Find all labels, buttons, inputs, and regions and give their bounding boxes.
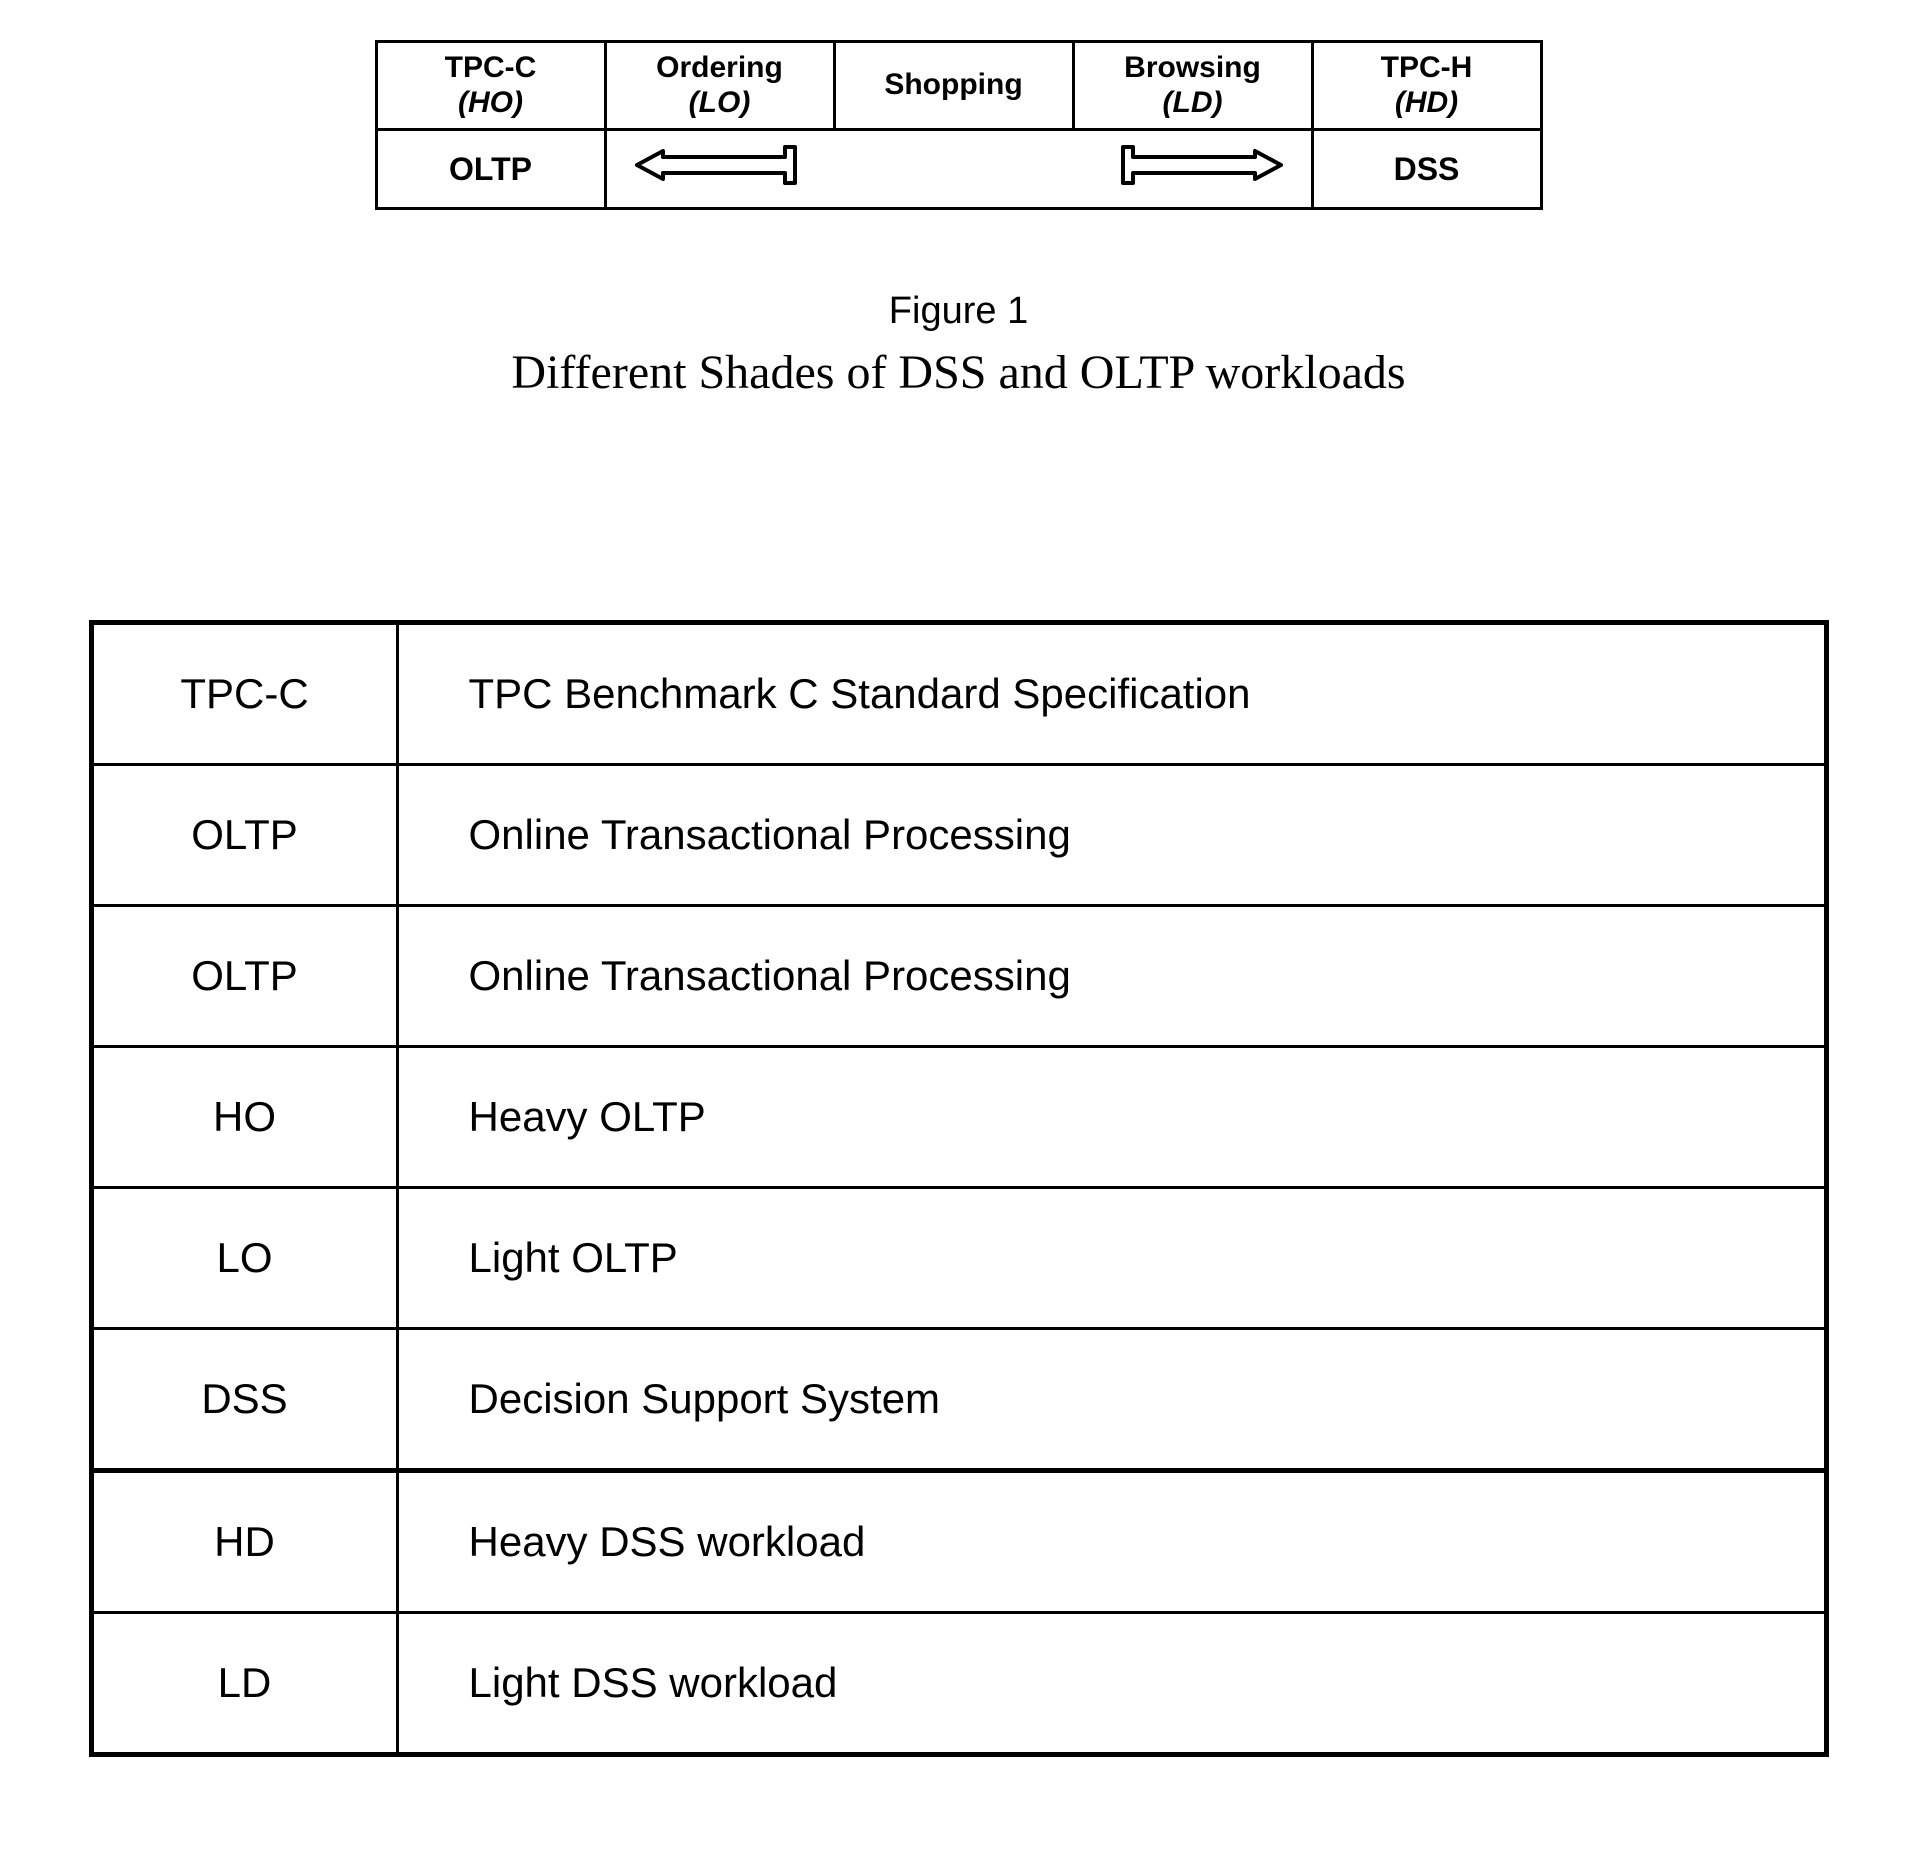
spectrum-cell-title: TPC-H [1381, 51, 1473, 84]
glossary-row: TPC-C TPC Benchmark C Standard Specifica… [91, 623, 1826, 765]
spectrum-cell-browsing: Browsing (LD) [1073, 42, 1312, 130]
glossary-def: Light OLTP [397, 1188, 1826, 1329]
glossary-def: TPC Benchmark C Standard Specification [397, 623, 1826, 765]
spectrum-cell-title: Shopping [884, 68, 1022, 101]
axis-arrows-cell [605, 130, 1312, 209]
spectrum-cell-sub: (HO) [396, 86, 586, 121]
glossary-row: HO Heavy OLTP [91, 1047, 1826, 1188]
glossary-row: LO Light OLTP [91, 1188, 1826, 1329]
glossary-term: OLTP [91, 765, 397, 906]
glossary-term: LO [91, 1188, 397, 1329]
arrow-right-icon [1113, 145, 1283, 193]
glossary-term: DSS [91, 1329, 397, 1471]
caption-line-1: Figure 1 [0, 290, 1917, 333]
spectrum-cell-sub: (LO) [625, 86, 815, 121]
glossary-def: Online Transactional Processing [397, 906, 1826, 1047]
glossary-def: Online Transactional Processing [397, 765, 1826, 906]
glossary-def: Heavy DSS workload [397, 1471, 1826, 1613]
spectrum-cell-ordering: Ordering (LO) [605, 42, 834, 130]
spectrum-cell-tpch: TPC-H (HD) [1312, 42, 1541, 130]
glossary-term: HD [91, 1471, 397, 1613]
glossary-def: Light DSS workload [397, 1613, 1826, 1755]
glossary-row: DSS Decision Support System [91, 1329, 1826, 1471]
spectrum-axis-row: OLTP DSS [376, 130, 1541, 209]
spectrum-cell-sub: (LD) [1093, 86, 1293, 121]
glossary-row: HD Heavy DSS workload [91, 1471, 1826, 1613]
spectrum-cell-sub: (HD) [1332, 86, 1522, 121]
glossary-row: OLTP Online Transactional Processing [91, 906, 1826, 1047]
arrow-left-icon [635, 145, 805, 193]
glossary-def: Decision Support System [397, 1329, 1826, 1471]
spectrum-cell-title: Browsing [1124, 51, 1261, 84]
workload-spectrum-table: TPC-C (HO) Ordering (LO) Shopping Browsi… [375, 40, 1543, 210]
glossary-wrap: TPC-C TPC Benchmark C Standard Specifica… [89, 620, 1829, 1757]
glossary-def: Heavy OLTP [397, 1047, 1826, 1188]
glossary-term: OLTP [91, 906, 397, 1047]
spectrum-cell-title: TPC-C [445, 51, 537, 84]
glossary-row: LD Light DSS workload [91, 1613, 1826, 1755]
spectrum-cell-title: Ordering [656, 51, 783, 84]
glossary-table: TPC-C TPC Benchmark C Standard Specifica… [89, 620, 1829, 1757]
glossary-term: HO [91, 1047, 397, 1188]
glossary-row: OLTP Online Transactional Processing [91, 765, 1826, 906]
axis-right-label: DSS [1312, 130, 1541, 209]
glossary-term: TPC-C [91, 623, 397, 765]
caption-line-2: Different Shades of DSS and OLTP workloa… [0, 345, 1917, 400]
spectrum-header-row: TPC-C (HO) Ordering (LO) Shopping Browsi… [376, 42, 1541, 130]
glossary-term: LD [91, 1613, 397, 1755]
axis-left-label: OLTP [376, 130, 605, 209]
spectrum-cell-shopping: Shopping [834, 42, 1073, 130]
page: TPC-C (HO) Ordering (LO) Shopping Browsi… [0, 0, 1917, 1757]
spectrum-cell-tpcc: TPC-C (HO) [376, 42, 605, 130]
figure-caption: Figure 1 Different Shades of DSS and OLT… [0, 290, 1917, 400]
